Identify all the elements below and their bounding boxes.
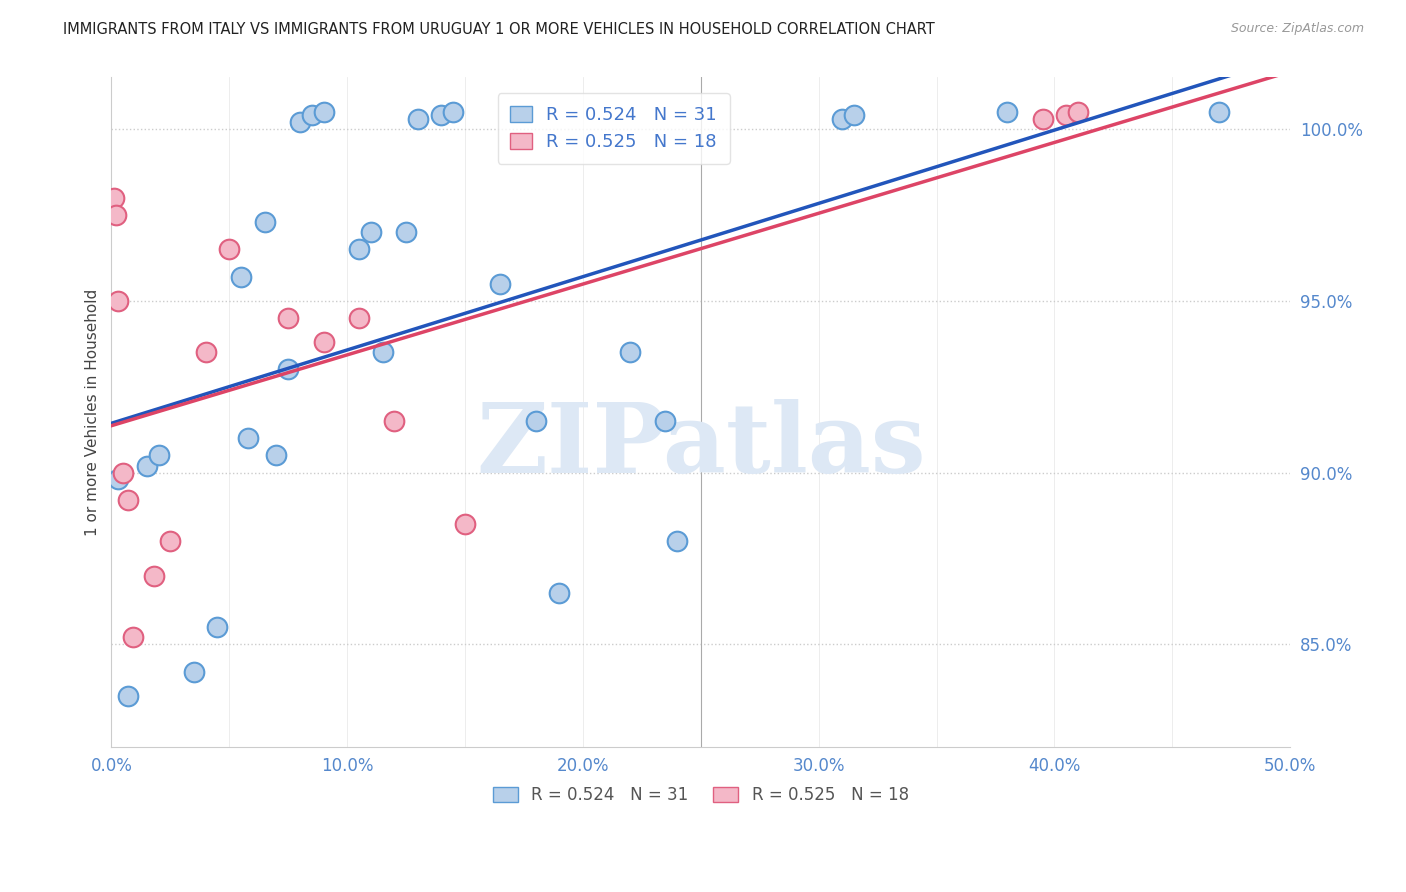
Point (489, 277, 512, 291)
Y-axis label: 1 or more Vehicles in Household: 1 or more Vehicles in Household (86, 289, 100, 536)
Point (347, 242, 370, 256)
Point (105, 208, 128, 222)
Point (619, 345, 641, 359)
Point (301, 108, 323, 122)
Point (995, 104, 1018, 119)
Point (142, 568, 165, 582)
Point (842, 108, 865, 122)
Point (277, 310, 299, 325)
Point (441, 104, 464, 119)
Point (229, 269, 252, 284)
Point (288, 115, 311, 129)
Point (347, 310, 370, 325)
Point (1208, 104, 1230, 119)
Point (159, 534, 181, 549)
Point (112, 466, 135, 480)
Point (207, 620, 229, 634)
Point (1054, 108, 1077, 122)
Point (454, 516, 477, 531)
Point (236, 431, 259, 445)
Point (107, 293, 129, 308)
Point (395, 225, 418, 239)
Point (194, 345, 217, 359)
Point (1067, 104, 1090, 119)
Point (666, 534, 689, 549)
Text: IMMIGRANTS FROM ITALY VS IMMIGRANTS FROM URUGUAY 1 OR MORE VEHICLES IN HOUSEHOLD: IMMIGRANTS FROM ITALY VS IMMIGRANTS FROM… (63, 22, 935, 37)
Point (253, 215, 276, 229)
Text: ZIPatlas: ZIPatlas (477, 399, 925, 493)
Point (312, 334, 335, 349)
Legend: R = 0.524   N = 31, R = 0.525   N = 18: R = 0.524 N = 31, R = 0.525 N = 18 (485, 778, 917, 813)
Point (654, 414, 676, 428)
Point (183, 665, 205, 679)
Point (218, 242, 240, 256)
Point (117, 493, 139, 508)
Point (831, 112, 853, 126)
Point (371, 345, 394, 359)
Point (312, 104, 335, 119)
Point (277, 362, 299, 376)
Point (382, 414, 405, 428)
Point (148, 448, 170, 462)
Point (360, 225, 382, 239)
Point (266, 448, 288, 462)
Point (406, 112, 429, 126)
Point (548, 586, 571, 600)
Point (1032, 112, 1054, 126)
Point (524, 414, 547, 428)
Point (103, 191, 125, 205)
Point (117, 689, 139, 703)
Point (107, 472, 129, 486)
Point (430, 108, 453, 122)
Text: Source: ZipAtlas.com: Source: ZipAtlas.com (1230, 22, 1364, 36)
Point (121, 631, 143, 645)
Point (135, 458, 157, 473)
